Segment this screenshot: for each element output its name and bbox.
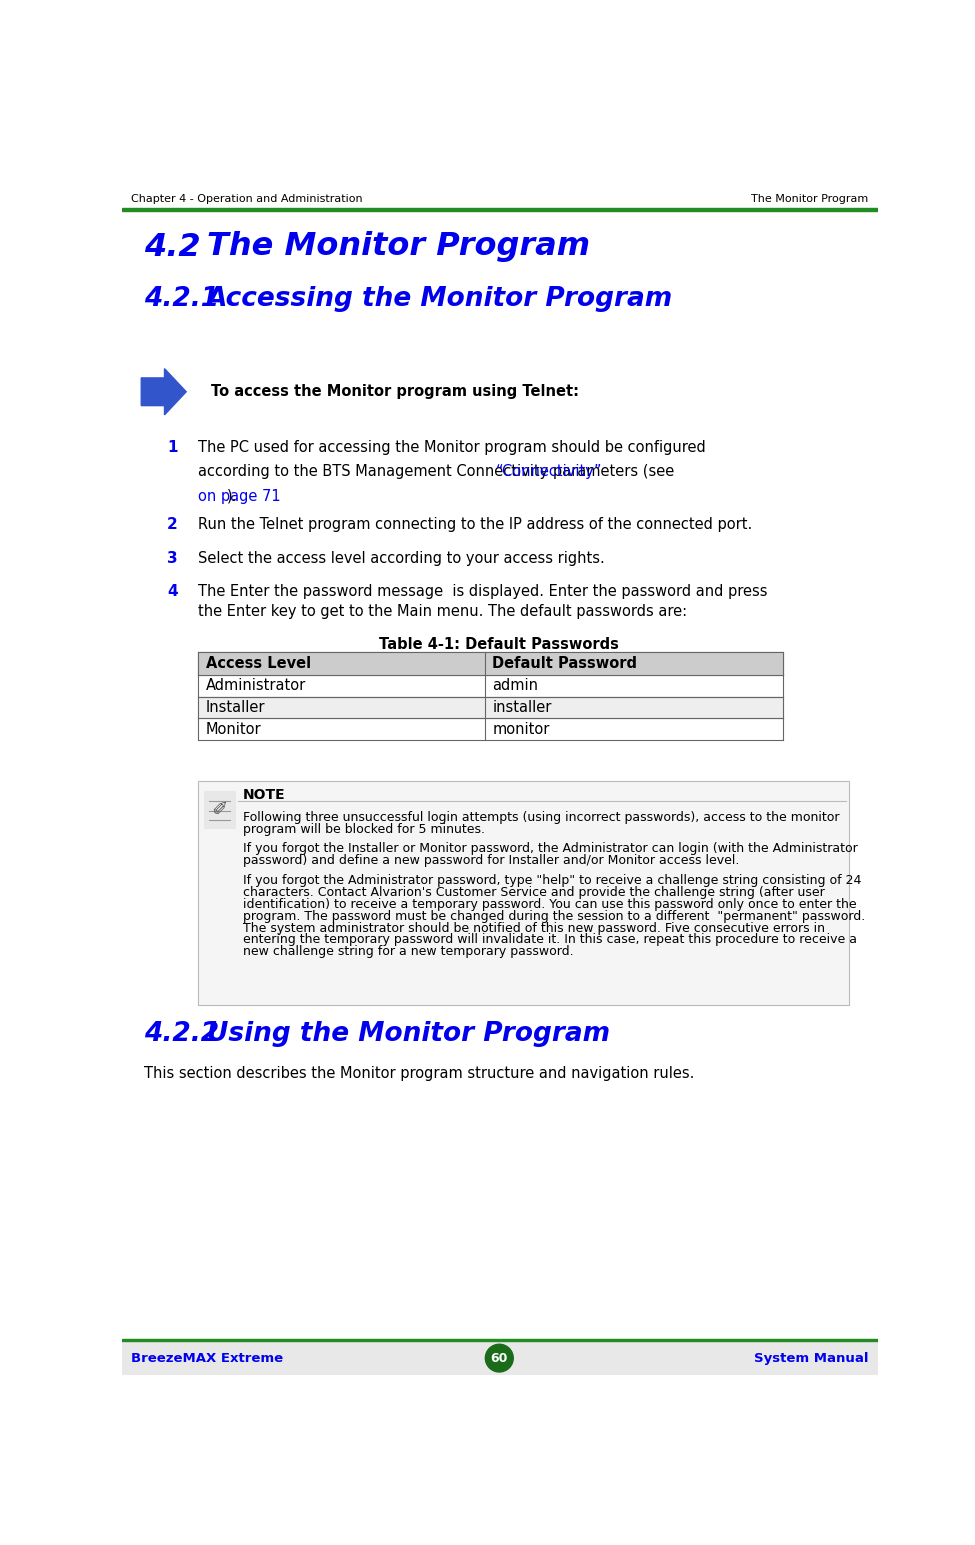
Text: installer: installer xyxy=(492,700,552,715)
Bar xyxy=(198,675,783,697)
Text: monitor: monitor xyxy=(492,722,550,737)
Text: entering the temporary password will invalidate it. In this case, repeat this pr: entering the temporary password will inv… xyxy=(243,933,857,947)
Text: Select the access level according to your access rights.: Select the access level according to you… xyxy=(198,552,604,565)
Bar xyxy=(122,209,878,210)
Text: Chapter 4 - Operation and Administration: Chapter 4 - Operation and Administration xyxy=(132,195,363,204)
Text: The Monitor Program: The Monitor Program xyxy=(751,195,868,204)
Text: 60: 60 xyxy=(490,1352,508,1364)
Text: System Manual: System Manual xyxy=(754,1352,868,1364)
Text: Installer: Installer xyxy=(206,700,265,715)
Polygon shape xyxy=(141,369,186,416)
Text: program will be blocked for 5 minutes.: program will be blocked for 5 minutes. xyxy=(243,822,485,836)
Text: NOTE: NOTE xyxy=(243,788,286,802)
Text: If you forgot the Installer or Monitor password, the Administrator can login (wi: If you forgot the Installer or Monitor p… xyxy=(243,842,858,856)
Text: BreezeMAX Extreme: BreezeMAX Extreme xyxy=(132,1352,284,1364)
Text: 4: 4 xyxy=(167,584,177,599)
Text: characters. Contact Alvarion's Customer Service and provide the challenge string: characters. Contact Alvarion's Customer … xyxy=(243,885,825,899)
Text: The Enter the password message  is displayed. Enter the password and press: The Enter the password message is displa… xyxy=(198,584,767,599)
Text: The Monitor Program: The Monitor Program xyxy=(207,232,590,263)
Bar xyxy=(198,697,783,718)
Bar xyxy=(204,791,235,828)
Bar xyxy=(198,782,849,1004)
Text: Run the Telnet program connecting to the IP address of the connected port.: Run the Telnet program connecting to the… xyxy=(198,516,752,531)
Text: Monitor: Monitor xyxy=(206,722,261,737)
Text: 3: 3 xyxy=(167,552,177,565)
Bar xyxy=(122,1340,878,1341)
Text: If you forgot the Administrator password, type "help" to receive a challenge str: If you forgot the Administrator password… xyxy=(243,874,861,887)
Text: Administrator: Administrator xyxy=(206,678,306,694)
Text: 2: 2 xyxy=(167,516,177,531)
Text: Using the Monitor Program: Using the Monitor Program xyxy=(207,1021,610,1048)
Text: This section describes the Monitor program structure and navigation rules.: This section describes the Monitor progr… xyxy=(143,1066,694,1082)
Text: ).: ). xyxy=(227,488,238,504)
Text: program. The password must be changed during the session to a different  "perman: program. The password must be changed du… xyxy=(243,910,865,922)
Text: “Connectivity”: “Connectivity” xyxy=(495,464,603,479)
Text: identification) to receive a temporary password. You can use this password only : identification) to receive a temporary p… xyxy=(243,898,856,910)
Bar xyxy=(122,1341,878,1375)
Text: password) and define a new password for Installer and/or Monitor access level.: password) and define a new password for … xyxy=(243,854,739,867)
Text: the Enter key to get to the Main menu. The default passwords are:: the Enter key to get to the Main menu. T… xyxy=(198,604,687,620)
Text: Table 4-1: Default Passwords: Table 4-1: Default Passwords xyxy=(379,637,619,652)
Bar xyxy=(198,782,849,1004)
Text: The PC used for accessing the Monitor program should be configured: The PC used for accessing the Monitor pr… xyxy=(198,439,706,454)
Text: Accessing the Monitor Program: Accessing the Monitor Program xyxy=(207,286,674,312)
Text: To access the Monitor program using Telnet:: To access the Monitor program using Teln… xyxy=(211,385,579,399)
Text: 4.2: 4.2 xyxy=(143,232,200,263)
Circle shape xyxy=(486,1344,513,1372)
Text: 1: 1 xyxy=(167,439,177,454)
Text: ✐: ✐ xyxy=(212,800,228,819)
Text: 4.2.1: 4.2.1 xyxy=(143,286,218,312)
Text: Access Level: Access Level xyxy=(206,657,311,671)
Text: on page 71: on page 71 xyxy=(198,488,281,504)
Text: Following three unsuccessful login attempts (using incorrect passwords), access : Following three unsuccessful login attem… xyxy=(243,811,839,823)
Bar xyxy=(198,718,783,740)
Text: new challenge string for a new temporary password.: new challenge string for a new temporary… xyxy=(243,946,573,958)
Text: The system administrator should be notified of this new password. Five consecuti: The system administrator should be notif… xyxy=(243,921,825,935)
Text: admin: admin xyxy=(492,678,538,694)
Bar xyxy=(198,652,783,675)
Text: according to the BTS Management Connectivity parameters (see: according to the BTS Management Connecti… xyxy=(198,464,679,479)
Text: 4.2.2: 4.2.2 xyxy=(143,1021,218,1048)
Text: Default Password: Default Password xyxy=(492,657,638,671)
